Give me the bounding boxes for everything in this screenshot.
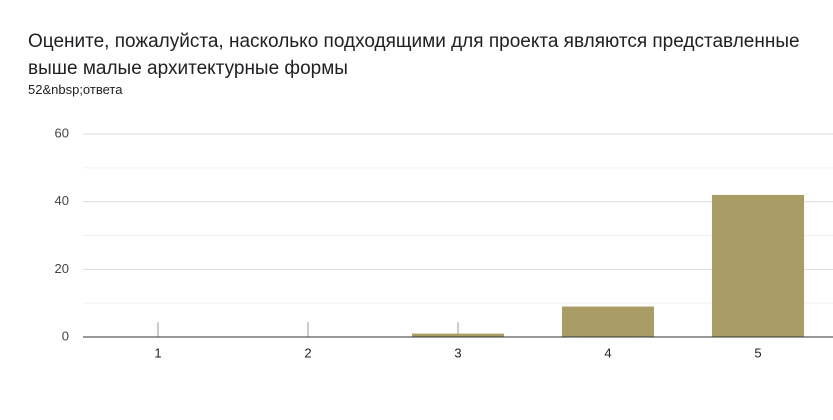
y-tick-label: 40 — [55, 193, 69, 208]
y-tick-label: 20 — [55, 261, 69, 276]
bar — [411, 333, 505, 337]
y-tick-label: 60 — [55, 125, 69, 140]
y-tick-label: 0 — [62, 328, 69, 343]
x-tick-label: 3 — [454, 345, 461, 360]
x-tick-label: 4 — [604, 345, 611, 360]
response-count: 52&nbsp;ответа — [28, 82, 123, 97]
x-tick-label: 1 — [154, 345, 161, 360]
x-tick-label: 2 — [304, 345, 311, 360]
bar — [561, 306, 655, 337]
chart-title: Оцените, пожалуйста, насколько подходящи… — [28, 31, 800, 79]
bar — [711, 194, 805, 337]
x-tick-label: 5 — [754, 345, 761, 360]
